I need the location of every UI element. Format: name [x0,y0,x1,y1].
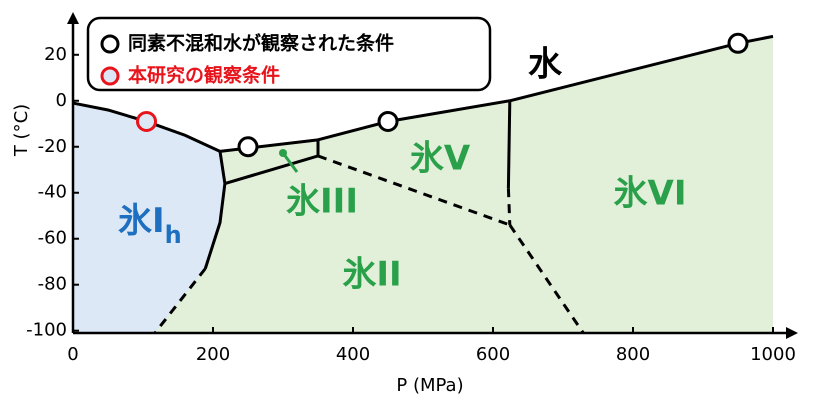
phase-boundary [224,154,319,185]
y-tick-label: 0 [56,90,67,111]
region-label: 氷Ih [118,201,182,250]
pointer-dot [279,149,287,157]
y-tick-label: -20 [38,136,67,157]
y-axis-label: T (°C) [11,104,32,157]
x-arrow [786,327,798,339]
x-tick-label: 200 [196,344,230,365]
legend-label: 本研究の観察条件 [128,64,280,87]
region-label: 氷III [286,182,358,222]
region-label-main: 氷I [118,201,165,241]
phase-boundary [219,138,319,153]
region-label: 水 [528,45,563,85]
phase-boundary [153,267,207,334]
region-label: 氷VI [614,174,687,214]
phase-boundary [317,154,511,227]
y-arrow [67,12,79,24]
region-fill [154,36,773,333]
legend-marker [100,34,120,54]
region-label: 氷V [410,139,471,179]
x-tick-label: 0 [67,344,78,365]
phase-boundary [506,188,512,225]
y-tick-label: -100 [26,320,67,341]
region-label: 氷II [342,255,401,295]
observation-point [237,136,259,158]
region-fill [73,103,225,333]
y-tick-label: -80 [38,274,67,295]
x-tick-label: 600 [476,344,510,365]
x-axis-label: P (MPa) [396,375,463,396]
region-fills [73,36,773,333]
phase-boundary [508,224,585,334]
region-label-sub: h [165,221,182,249]
x-tick-label: 400 [336,344,370,365]
observation-point [377,110,399,132]
observation-point [727,32,749,54]
observation-point [136,110,157,132]
y-tick-label: -60 [38,228,67,249]
y-tick-label: -40 [38,182,67,203]
phase-boundary [506,100,512,189]
legend-marker [100,66,120,86]
axes [67,12,798,339]
legend-label: 同素不混和水が観察された条件 [128,32,394,55]
x-tick-label: 800 [616,344,650,365]
y-tick-label: 20 [44,44,67,65]
phase-boundary [203,183,227,270]
legend-box [86,16,492,92]
phase-boundary [218,151,227,184]
x-tick-label: 1000 [750,344,796,365]
